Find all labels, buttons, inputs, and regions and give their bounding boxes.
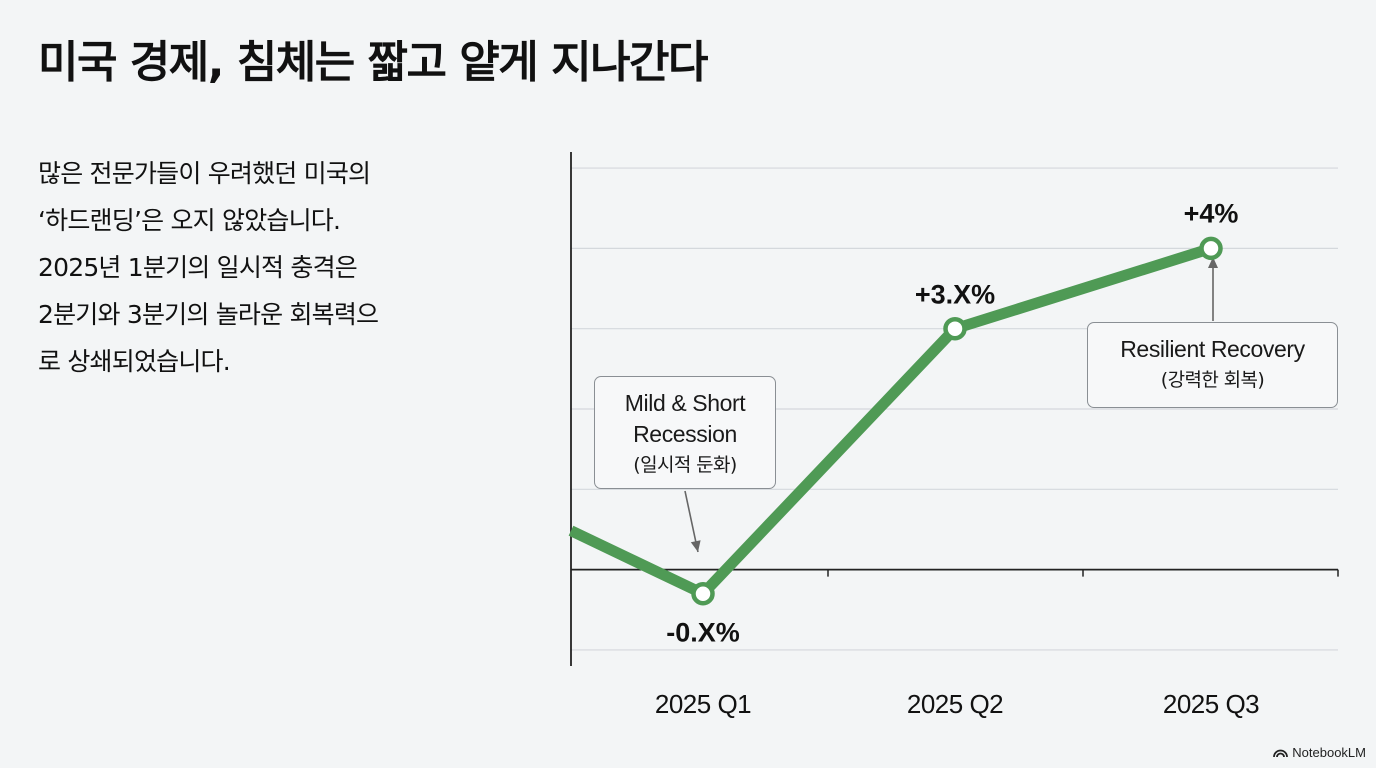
body-line: 2분기와 3분기의 놀라운 회복력으 [38,300,379,329]
annotation-resilient-recovery: Resilient Recovery (강력한 회복) [1087,322,1338,408]
x-tick-label: 2025 Q2 [907,689,1003,719]
notebooklm-logo: NotebookLM [1273,745,1366,760]
annotation-line: Recession [633,421,737,447]
annotation-line: Resilient Recovery [1120,336,1305,362]
annotation-line: (강력한 회복) [1160,369,1265,391]
data-label: +4% [1184,198,1239,228]
body-line: 2025년 1분기의 일시적 충격은 [38,253,358,282]
annotation-line: Mild & Short [624,390,746,416]
logo-text: NotebookLM [1292,745,1366,760]
slide-title: 미국 경제, 침체는 짧고 얕게 지나간다 [38,37,709,88]
annotation-arrowhead [1208,257,1218,268]
data-label: +3.X% [915,280,995,310]
annotation-line: (일시적 둔화) [633,454,737,476]
notebooklm-icon [1273,749,1289,758]
data-label: -0.X% [666,618,740,648]
data-point [691,581,715,606]
annotation-arrowhead [690,540,701,552]
data-point [1199,236,1223,261]
data-point [943,316,967,341]
body-line: 많은 전문가들이 우려했던 미국의 [38,159,371,188]
x-tick-label: 2025 Q1 [655,689,751,719]
annotation-mild-recession: Mild & Short Recession (일시적 둔화) [594,376,776,489]
x-tick-label: 2025 Q3 [1163,689,1259,719]
body-line: ‘하드랜딩’은 오지 않았습니다. [38,206,341,235]
series-line [568,243,1213,600]
body-line: 로 상쇄되었습니다. [38,347,231,376]
body-text: 많은 전문가들이 우려했던 미국의 ‘하드랜딩’은 오지 않았습니다. 2025… [38,150,508,385]
